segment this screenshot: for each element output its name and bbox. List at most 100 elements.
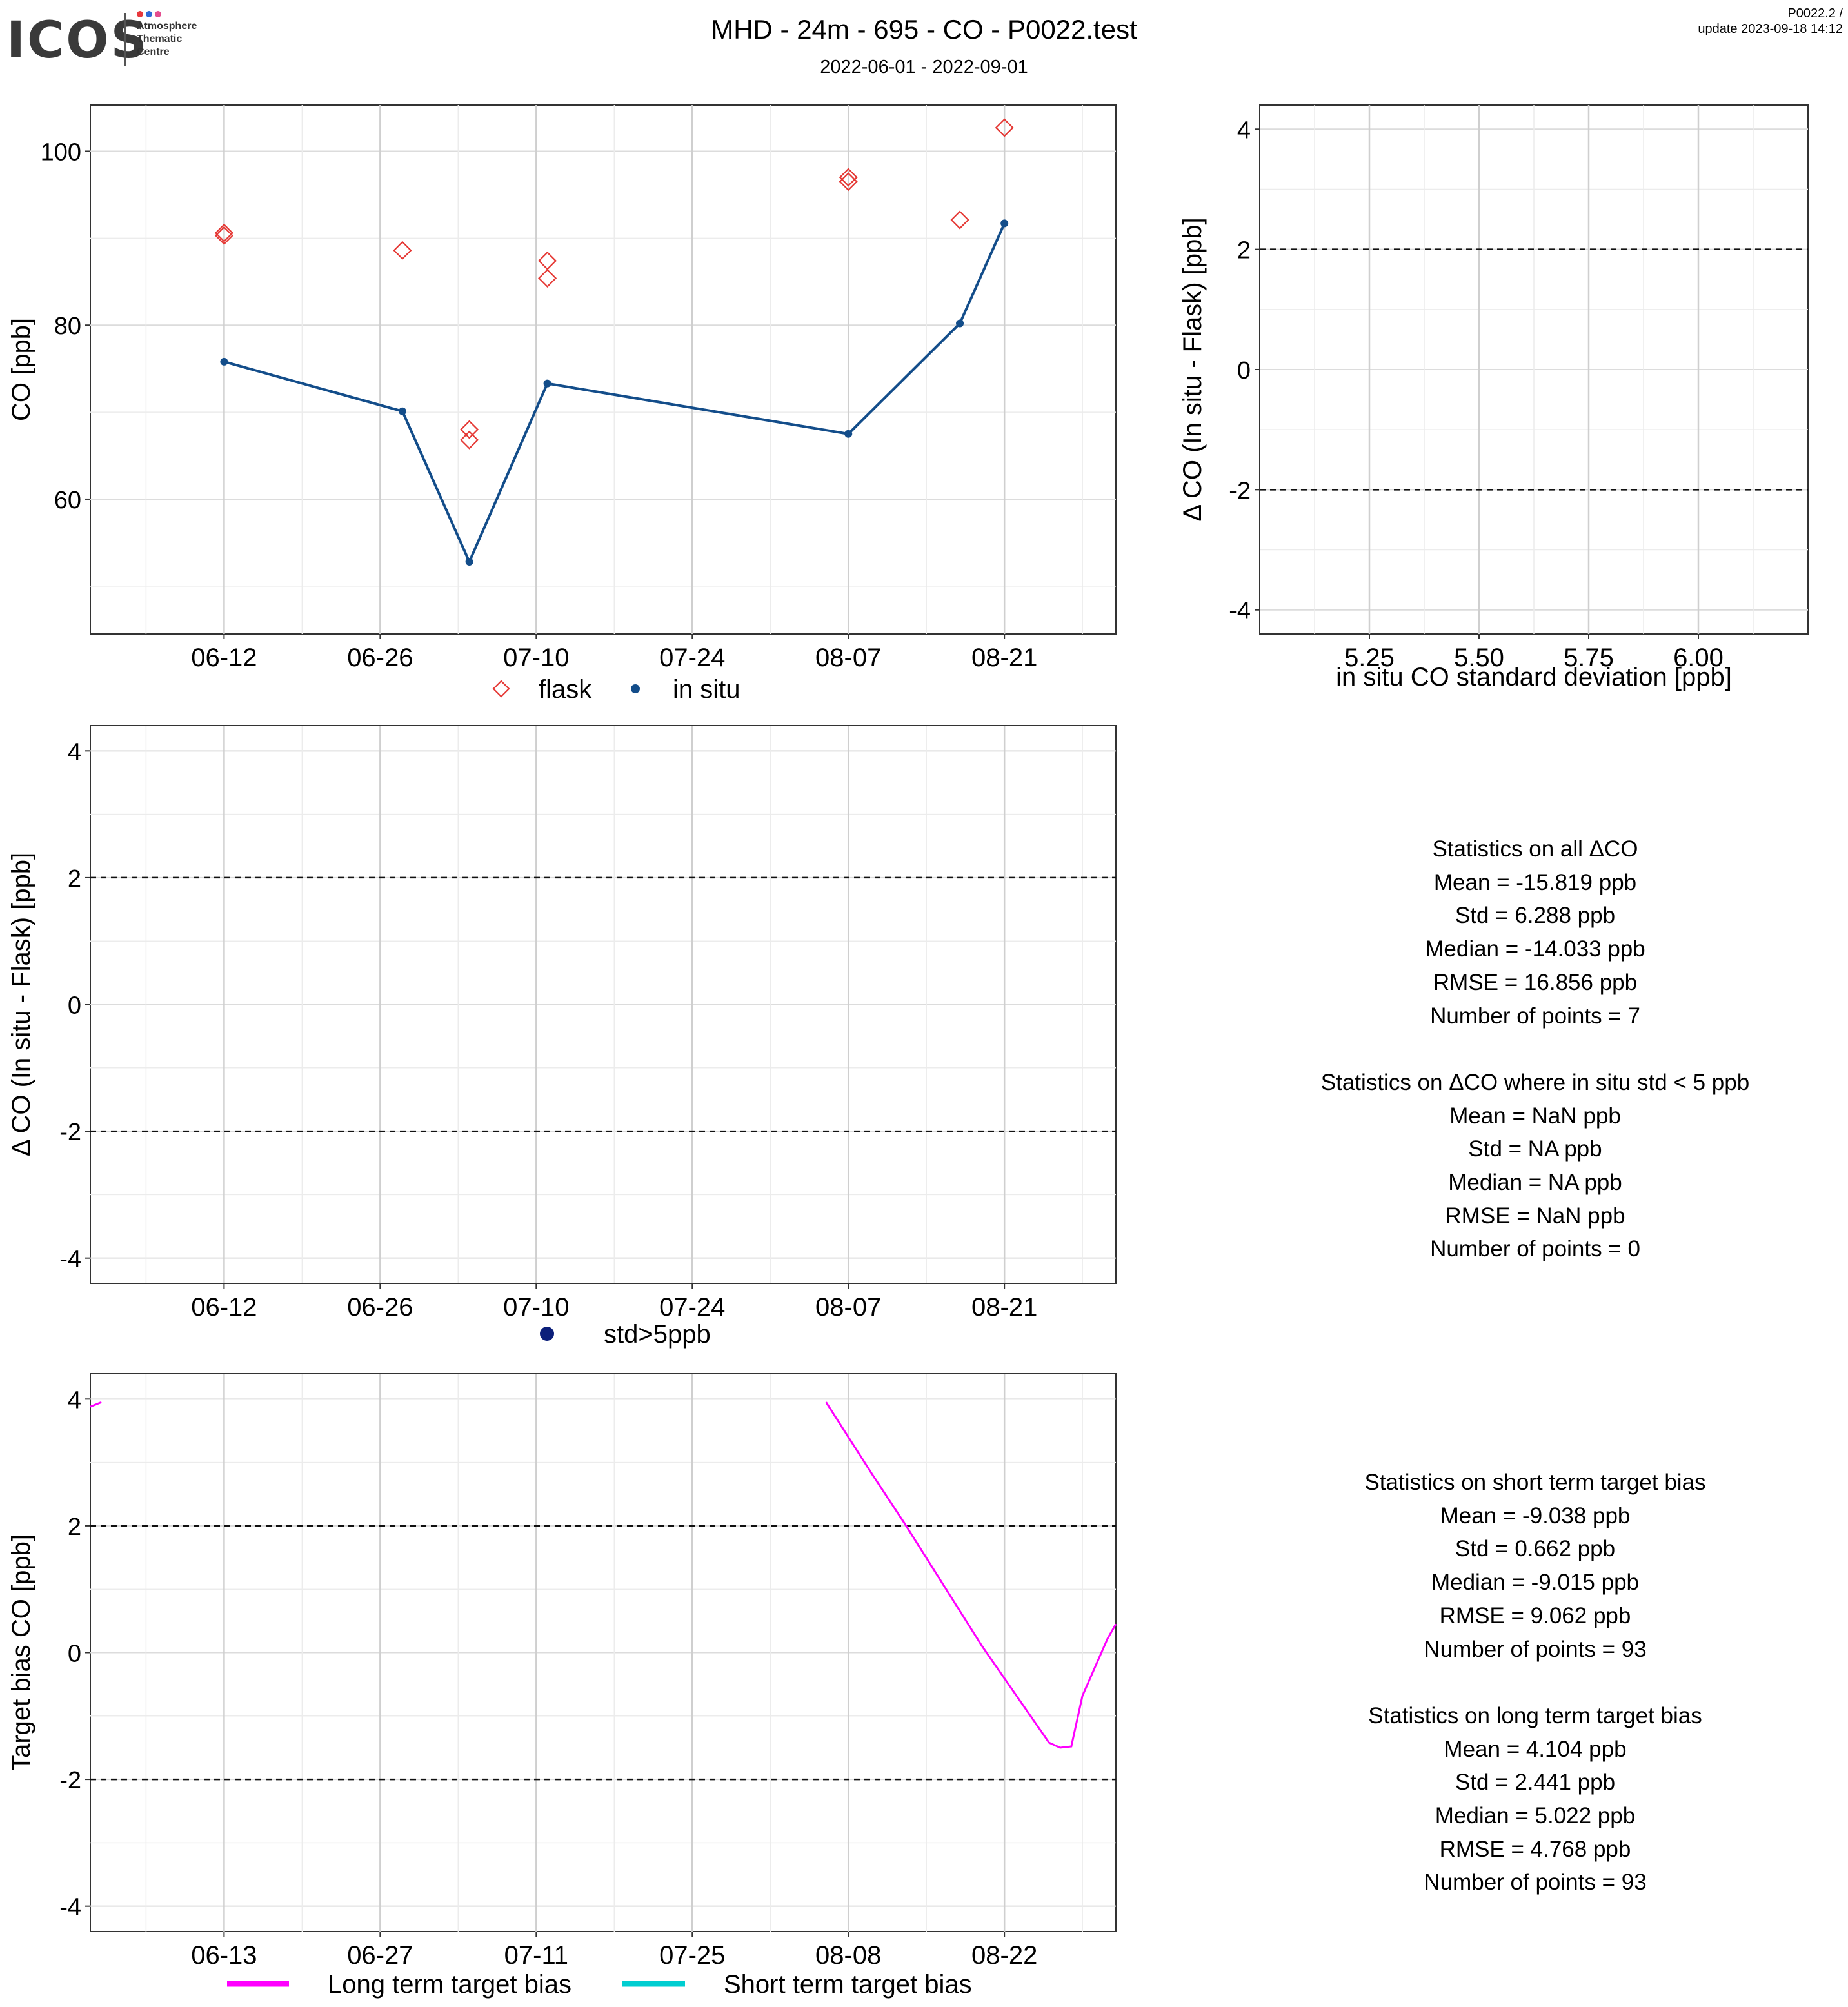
- x-tick-label: 07-11: [504, 1941, 568, 1970]
- stats-line: Statistics on all ΔCO: [1432, 836, 1638, 862]
- stats-line: Number of points = 93: [1424, 1870, 1647, 1895]
- x-tick-label: 06-13: [191, 1941, 257, 1970]
- y-tick-label: 80: [54, 313, 81, 340]
- stats-line: Median = NA ppb: [1448, 1170, 1622, 1195]
- stats-line: Mean = -15.819 ppb: [1433, 869, 1637, 895]
- in-situ-point: [956, 319, 964, 328]
- stats-line: Number of points = 0: [1430, 1236, 1640, 1262]
- page-title: MHD - 24m - 695 - CO - P0022.test: [711, 14, 1137, 44]
- x-tick-label: 07-10: [503, 1293, 569, 1321]
- stats-line: Mean = -9.038 ppb: [1440, 1503, 1631, 1528]
- y-tick-label: -2: [59, 1767, 81, 1794]
- stats-line: Number of points = 93: [1424, 1636, 1647, 1662]
- y-tick-label: 2: [68, 1514, 81, 1541]
- legend-insitu-label: in situ: [673, 675, 740, 704]
- flask-point: [538, 268, 557, 288]
- flask-point: [214, 226, 233, 245]
- page-subtitle: 2022-06-01 - 2022-09-01: [820, 57, 1028, 77]
- x-tick-label: 06-27: [347, 1941, 413, 1970]
- y-tick-label: 0: [68, 993, 81, 1020]
- x-tick-label: 5.50: [1454, 644, 1504, 672]
- y-tick-label: 4: [68, 738, 81, 766]
- stats-line: Std = 2.441 ppb: [1455, 1770, 1616, 1795]
- x-tick-label: 08-22: [971, 1941, 1037, 1970]
- y-tick-label: 4: [68, 1387, 81, 1414]
- legend-flask-label: flask: [539, 675, 592, 704]
- in-situ-point: [220, 357, 228, 366]
- stats-line: RMSE = 4.768 ppb: [1439, 1836, 1631, 1862]
- in-situ-point: [1000, 219, 1009, 228]
- x-tick-label: 07-10: [503, 644, 569, 672]
- flask-point: [460, 420, 479, 439]
- legend-long-term-label: Long term target bias: [328, 1970, 571, 1999]
- legend-std-marker: [540, 1327, 554, 1341]
- y-tick-label: 4: [1237, 117, 1251, 144]
- x-tick-label: 08-21: [971, 1293, 1037, 1321]
- logo-dot-blue: [146, 11, 152, 17]
- stats-line: Mean = 4.104 ppb: [1444, 1736, 1627, 1762]
- in-situ-point: [465, 558, 473, 566]
- logo-line-atmosphere: Atmosphere: [137, 21, 197, 32]
- y-tick-label: 60: [54, 487, 81, 514]
- in-situ-point: [844, 430, 853, 438]
- y-axis-label: CO [ppb]: [7, 318, 35, 421]
- legend-insitu-marker: [631, 684, 640, 693]
- stats-line: Std = NA ppb: [1468, 1136, 1602, 1162]
- legend-std-label: std>5ppb: [604, 1320, 711, 1349]
- stats-line: Mean = NaN ppb: [1449, 1103, 1621, 1129]
- flask-point: [460, 430, 479, 450]
- stats-line: Median = -9.015 ppb: [1431, 1570, 1640, 1596]
- flask-point: [995, 118, 1014, 137]
- y-tick-label: 2: [1237, 237, 1251, 264]
- logo-line-centre: Centre: [137, 46, 170, 57]
- stats-line: Statistics on long term target bias: [1368, 1703, 1702, 1728]
- logo-line-thematic: Thematic: [137, 34, 183, 44]
- x-axis-label: in situ CO standard deviation [ppb]: [1336, 663, 1732, 691]
- plot-panel-0: [90, 104, 1117, 635]
- y-tick-label: -4: [1229, 598, 1251, 625]
- flask-point: [214, 223, 233, 242]
- x-tick-label: 5.75: [1564, 644, 1614, 672]
- y-tick-label: -2: [1229, 477, 1251, 504]
- update-timestamp: update 2023-09-18 14:12: [1698, 22, 1843, 36]
- x-tick-label: 06-26: [347, 644, 413, 672]
- flask-point: [393, 241, 412, 260]
- flask-point: [839, 172, 858, 192]
- x-tick-label: 08-08: [815, 1941, 881, 1970]
- y-axis-label: Δ CO (In situ - Flask) [ppb]: [1178, 217, 1207, 521]
- x-tick-label: 08-21: [971, 644, 1037, 672]
- legend-short-term-label: Short term target bias: [724, 1970, 972, 1999]
- stats-line: Statistics on ΔCO where in situ std < 5 …: [1320, 1069, 1750, 1095]
- stats-line: Median = 5.022 ppb: [1435, 1803, 1636, 1828]
- x-tick-label: 06-26: [347, 1293, 413, 1321]
- y-tick-label: -2: [59, 1119, 81, 1146]
- logo-dot-red: [137, 11, 143, 17]
- y-tick-label: 0: [1237, 357, 1251, 384]
- y-axis-label: Δ CO (In situ - Flask) [ppb]: [7, 853, 35, 1156]
- y-tick-label: -4: [59, 1246, 81, 1273]
- x-tick-label: 5.25: [1344, 644, 1395, 672]
- flask-point: [839, 168, 858, 187]
- x-tick-label: 06-12: [191, 644, 257, 672]
- y-axis-label: Target bias CO [ppb]: [7, 1534, 35, 1771]
- x-tick-label: 07-24: [659, 644, 725, 672]
- stats-line: RMSE = 9.062 ppb: [1439, 1603, 1631, 1628]
- stats-line: Std = 0.662 ppb: [1455, 1536, 1616, 1562]
- in-situ-point: [543, 379, 551, 388]
- stats-line: Statistics on short term target bias: [1364, 1470, 1706, 1495]
- y-tick-label: -4: [59, 1894, 81, 1921]
- x-tick-label: 6.00: [1673, 644, 1724, 672]
- stats-line: Number of points = 7: [1430, 1003, 1640, 1029]
- stats-line: Std = 6.288 ppb: [1455, 903, 1616, 929]
- y-tick-label: 2: [68, 865, 81, 893]
- stats-line: RMSE = 16.856 ppb: [1433, 969, 1638, 995]
- logo-wordmark: ICOS: [6, 12, 149, 70]
- x-tick-label: 07-25: [659, 1941, 725, 1970]
- logo-divider: [124, 13, 126, 66]
- long-term-bias-line: [90, 1401, 102, 1408]
- legend-flask-marker: [492, 680, 510, 698]
- stats-line: RMSE = NaN ppb: [1445, 1203, 1625, 1229]
- stats-line: Median = -14.033 ppb: [1425, 936, 1645, 962]
- y-tick-label: 0: [68, 1641, 81, 1668]
